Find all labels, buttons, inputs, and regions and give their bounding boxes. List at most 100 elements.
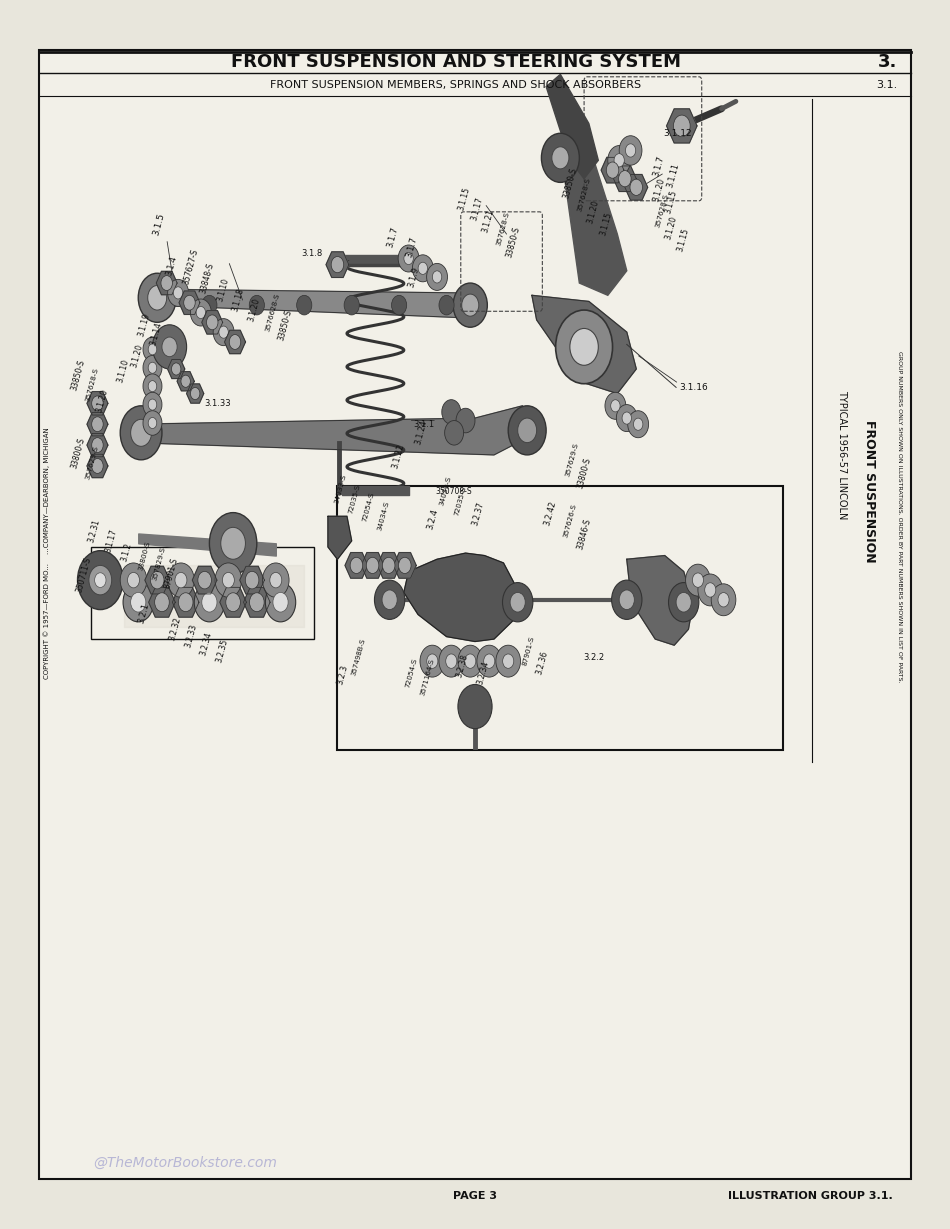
Circle shape: [143, 392, 162, 417]
Circle shape: [628, 410, 649, 438]
Text: 3.1.17: 3.1.17: [469, 197, 484, 221]
Circle shape: [121, 406, 162, 460]
Polygon shape: [145, 567, 169, 594]
Polygon shape: [614, 166, 637, 192]
Text: 3.: 3.: [878, 53, 897, 71]
Circle shape: [190, 387, 199, 399]
Polygon shape: [239, 567, 264, 594]
Text: 33850-S: 33850-S: [561, 167, 579, 199]
Circle shape: [608, 145, 631, 175]
Text: 33800-S: 33800-S: [69, 436, 86, 469]
Text: 3.1.22: 3.1.22: [390, 442, 406, 469]
Circle shape: [124, 583, 153, 622]
Text: 3.2.35: 3.2.35: [215, 638, 230, 664]
Bar: [337, 485, 784, 750]
Polygon shape: [179, 291, 200, 315]
Circle shape: [148, 344, 157, 355]
Text: 3.1.16: 3.1.16: [679, 383, 708, 392]
Circle shape: [229, 334, 240, 349]
Circle shape: [143, 355, 162, 380]
Circle shape: [669, 583, 699, 622]
Text: PAGE 3: PAGE 3: [453, 1191, 497, 1202]
Circle shape: [332, 257, 344, 273]
Text: ILLUSTRATION GROUP 3.1.: ILLUSTRATION GROUP 3.1.: [728, 1191, 892, 1202]
Text: 3.1.5: 3.1.5: [151, 211, 166, 236]
Polygon shape: [87, 455, 108, 478]
Polygon shape: [167, 359, 184, 379]
Circle shape: [206, 315, 218, 329]
Circle shape: [712, 584, 736, 616]
Text: 3.2.38: 3.2.38: [455, 653, 470, 678]
Circle shape: [249, 295, 264, 315]
Circle shape: [198, 571, 212, 589]
Circle shape: [705, 583, 715, 597]
Circle shape: [718, 592, 729, 607]
Text: 3.2.32: 3.2.32: [167, 616, 182, 642]
Circle shape: [383, 557, 395, 574]
Text: 3.1.20: 3.1.20: [652, 177, 666, 202]
Text: 33800-S: 33800-S: [576, 456, 592, 489]
Circle shape: [92, 438, 104, 452]
Text: 3.1.: 3.1.: [876, 80, 897, 91]
Circle shape: [432, 270, 442, 283]
Polygon shape: [148, 289, 475, 317]
Circle shape: [273, 592, 288, 612]
Circle shape: [458, 645, 483, 677]
Circle shape: [167, 563, 194, 597]
Polygon shape: [192, 567, 217, 594]
Text: 3.1.4: 3.1.4: [164, 256, 179, 277]
Circle shape: [131, 419, 151, 446]
Circle shape: [367, 557, 379, 574]
Circle shape: [496, 645, 521, 677]
Text: 3.1.8: 3.1.8: [301, 249, 322, 258]
Text: @TheMotorBookstore.com: @TheMotorBookstore.com: [94, 1156, 277, 1170]
Text: 33846-S: 33846-S: [576, 517, 592, 551]
Circle shape: [150, 571, 164, 589]
Text: 357628-S: 357628-S: [496, 211, 510, 246]
Circle shape: [95, 573, 106, 587]
Circle shape: [139, 273, 176, 322]
Circle shape: [698, 574, 723, 606]
Circle shape: [131, 592, 146, 612]
Circle shape: [484, 654, 495, 669]
Circle shape: [465, 654, 476, 669]
Text: 3.1.17: 3.1.17: [104, 527, 119, 553]
Circle shape: [442, 399, 461, 424]
Circle shape: [374, 580, 405, 619]
Text: 3.2.37: 3.2.37: [471, 500, 486, 526]
Circle shape: [174, 286, 182, 299]
Text: 3.2.36: 3.2.36: [535, 650, 549, 676]
Circle shape: [148, 381, 157, 392]
Circle shape: [270, 573, 282, 587]
Circle shape: [262, 563, 289, 597]
Circle shape: [148, 399, 157, 410]
Circle shape: [127, 573, 140, 587]
Polygon shape: [326, 252, 349, 278]
Circle shape: [89, 565, 112, 595]
Circle shape: [556, 310, 613, 383]
Text: COPYRIGHT © 1957—FORD MO...    ...COMPANY—DEARBORN, MICHIGAN: COPYRIGHT © 1957—FORD MO... ...COMPANY—D…: [43, 428, 49, 678]
Text: FRONT SUSPENSION: FRONT SUSPENSION: [864, 420, 876, 563]
Text: FRONT SUSPENSION AND STEERING SYSTEM: FRONT SUSPENSION AND STEERING SYSTEM: [231, 53, 681, 71]
Text: 3576628-S: 3576628-S: [264, 293, 280, 332]
Circle shape: [220, 527, 245, 559]
Circle shape: [458, 685, 492, 729]
Circle shape: [693, 573, 703, 587]
Circle shape: [183, 295, 195, 310]
Text: 33850-S: 33850-S: [276, 308, 294, 342]
Circle shape: [143, 337, 162, 361]
Circle shape: [676, 592, 692, 612]
Text: 3.1.20: 3.1.20: [664, 215, 678, 240]
Circle shape: [148, 418, 157, 429]
Text: 3.2.31: 3.2.31: [86, 517, 102, 543]
Circle shape: [625, 144, 636, 157]
Circle shape: [148, 363, 157, 374]
Polygon shape: [627, 556, 694, 645]
Circle shape: [201, 592, 217, 612]
Text: 3.1.15: 3.1.15: [676, 227, 691, 252]
Text: FRONT SUSPENSION MEMBERS, SPRINGS AND SHOCK ABSORBERS: FRONT SUSPENSION MEMBERS, SPRINGS AND SH…: [271, 80, 641, 91]
Circle shape: [213, 318, 234, 345]
Circle shape: [606, 162, 618, 178]
Circle shape: [503, 583, 533, 622]
Circle shape: [222, 573, 235, 587]
